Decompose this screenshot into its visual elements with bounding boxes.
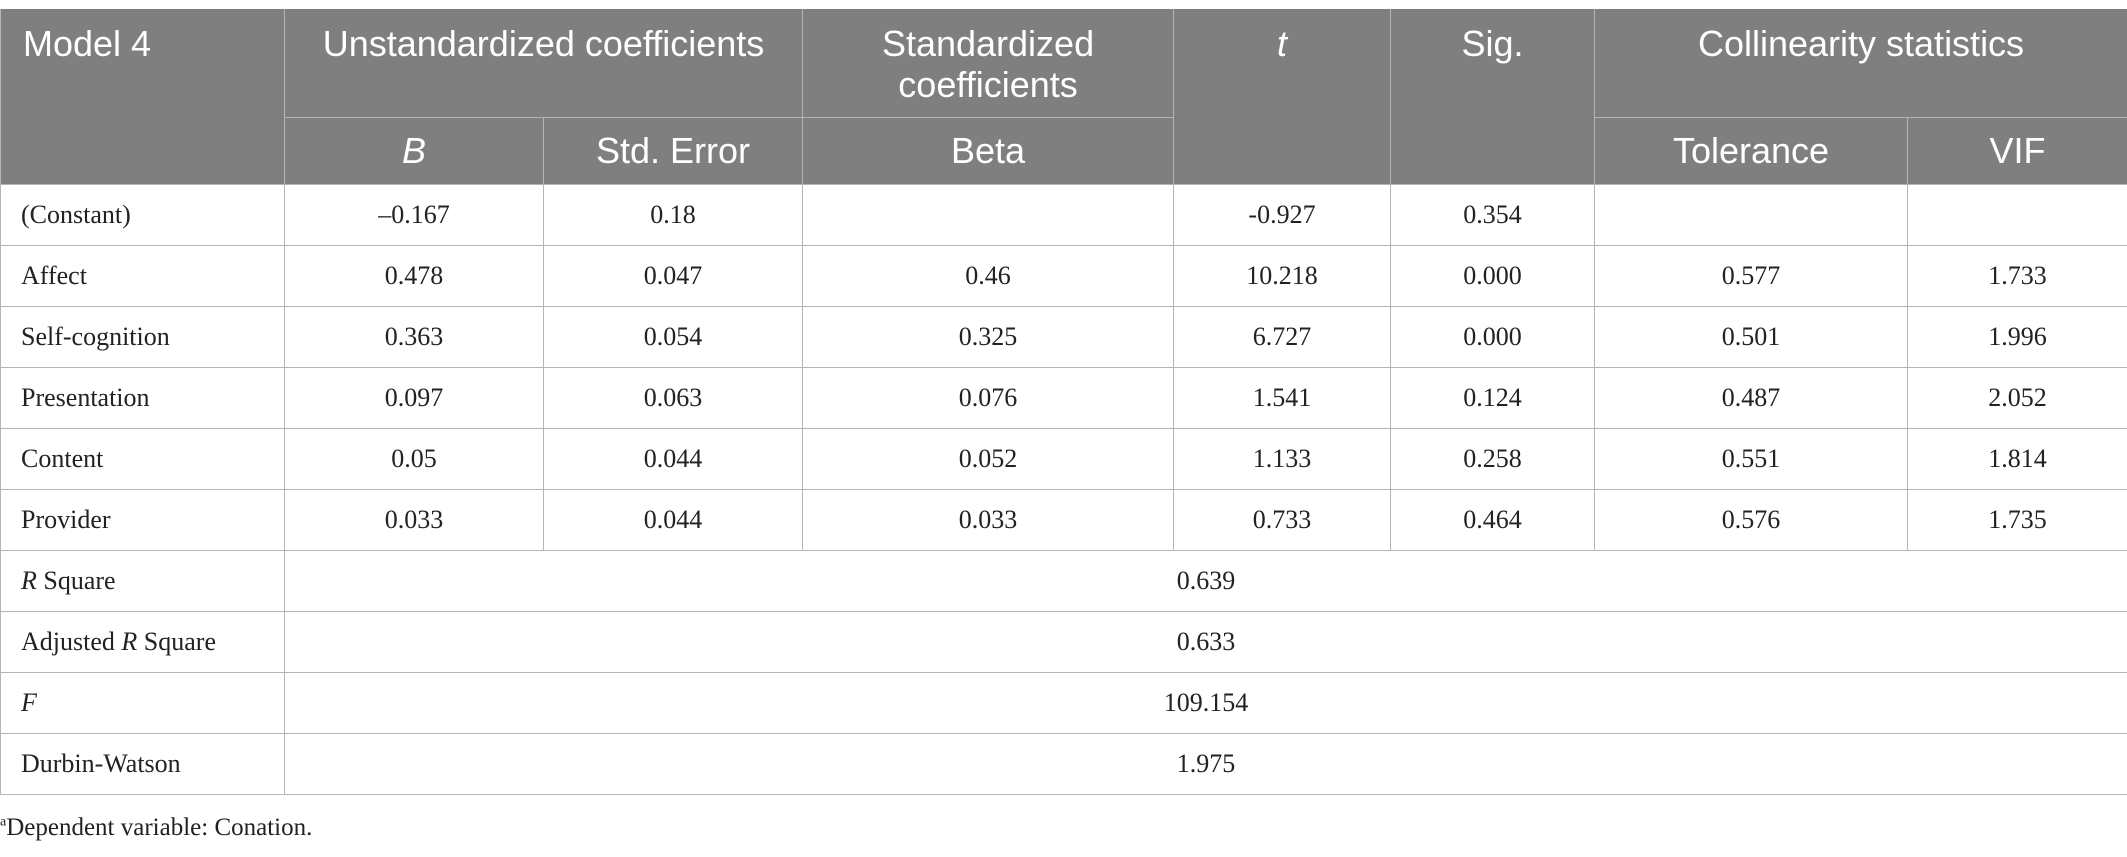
cell-b: –0.167 bbox=[284, 183, 544, 246]
header-b: B bbox=[284, 117, 544, 185]
cell-vif bbox=[1907, 183, 2127, 246]
header-beta: Beta bbox=[802, 117, 1175, 185]
header-collinearity-statistics: Collinearity statistics bbox=[1594, 9, 2127, 118]
summary-row-f: F 109.154 bbox=[0, 671, 2127, 734]
f-italic: F bbox=[21, 687, 37, 717]
row-label: Provider bbox=[0, 488, 285, 551]
table-row: Self-cognition 0.363 0.054 0.325 6.727 0… bbox=[0, 305, 2127, 368]
cell-sig: 0.124 bbox=[1390, 366, 1596, 429]
summary-row-adjusted-r-square: Adjusted R Square 0.633 bbox=[0, 610, 2127, 673]
cell-tolerance: 0.501 bbox=[1594, 305, 1909, 368]
header-row-secondary: B Std. Error Beta Tolerance VIF bbox=[1, 117, 2127, 185]
cell-t: -0.927 bbox=[1173, 183, 1392, 246]
cell-std-error: 0.18 bbox=[542, 183, 804, 246]
header-standardized-coefficients: Standardized coefficients bbox=[802, 9, 1175, 118]
cell-vif: 2.052 bbox=[1907, 366, 2127, 429]
cell-std-error: 0.044 bbox=[542, 427, 804, 490]
regression-table: Model 4 Unstandardized coefficients Stan… bbox=[0, 9, 2127, 795]
footnote-text: Dependent variable: Conation. bbox=[6, 814, 313, 841]
cell-t: 1.541 bbox=[1173, 366, 1392, 429]
row-label: R Square bbox=[0, 549, 285, 612]
cell-std-error: 0.054 bbox=[542, 305, 804, 368]
cell-tolerance: 0.487 bbox=[1594, 366, 1909, 429]
header-sig: Sig. bbox=[1390, 9, 1596, 185]
f-value: 109.154 bbox=[283, 671, 2127, 734]
cell-vif: 1.814 bbox=[1907, 427, 2127, 490]
cell-beta: 0.076 bbox=[802, 366, 1175, 429]
header-row-primary: Model 4 Unstandardized coefficients Stan… bbox=[0, 9, 2127, 185]
row-label: (Constant) bbox=[0, 183, 285, 246]
cell-beta: 0.052 bbox=[802, 427, 1175, 490]
r-italic: R bbox=[121, 626, 138, 656]
durbin-watson-value: 1.975 bbox=[283, 732, 2127, 795]
r-square-value: 0.639 bbox=[283, 549, 2127, 612]
cell-std-error: 0.044 bbox=[542, 488, 804, 551]
r-italic: R bbox=[21, 565, 37, 595]
adjusted-label-rest: Square bbox=[137, 626, 216, 656]
cell-sig: 0.000 bbox=[1390, 305, 1596, 368]
footnote-marker: a bbox=[0, 814, 7, 830]
cell-sig: 0.258 bbox=[1390, 427, 1596, 490]
cell-vif: 1.733 bbox=[1907, 244, 2127, 307]
cell-tolerance bbox=[1594, 183, 1909, 246]
cell-beta: 0.325 bbox=[802, 305, 1175, 368]
header-b-text: B bbox=[401, 130, 426, 171]
regression-table-container: Model 4 Unstandardized coefficients Stan… bbox=[0, 9, 2127, 795]
cell-t: 10.218 bbox=[1173, 244, 1392, 307]
table-row: Provider 0.033 0.044 0.033 0.733 0.464 0… bbox=[0, 488, 2127, 551]
cell-t: 0.733 bbox=[1173, 488, 1392, 551]
cell-tolerance: 0.577 bbox=[1594, 244, 1909, 307]
row-label: F bbox=[0, 671, 285, 734]
table-row: Content 0.05 0.044 0.052 1.133 0.258 0.5… bbox=[0, 427, 2127, 490]
header-t: t bbox=[1173, 9, 1392, 185]
cell-b: 0.478 bbox=[284, 244, 544, 307]
row-label: Adjusted R Square bbox=[0, 610, 285, 673]
header-model: Model 4 bbox=[0, 9, 285, 185]
cell-beta bbox=[802, 183, 1175, 246]
cell-b: 0.033 bbox=[284, 488, 544, 551]
header-tolerance: Tolerance bbox=[1594, 117, 1909, 185]
row-label: Self-cognition bbox=[0, 305, 285, 368]
header-std-error: Std. Error bbox=[542, 117, 804, 185]
cell-sig: 0.000 bbox=[1390, 244, 1596, 307]
adjusted-label-prefix: Adjusted bbox=[21, 626, 122, 656]
cell-std-error: 0.063 bbox=[542, 366, 804, 429]
cell-vif: 1.735 bbox=[1907, 488, 2127, 551]
summary-row-durbin-watson: Durbin-Watson 1.975 bbox=[0, 732, 2127, 795]
table-row: (Constant) –0.167 0.18 -0.927 0.354 bbox=[0, 183, 2127, 246]
cell-beta: 0.46 bbox=[802, 244, 1175, 307]
table-row: Affect 0.478 0.047 0.46 10.218 0.000 0.5… bbox=[0, 244, 2127, 307]
cell-sig: 0.464 bbox=[1390, 488, 1596, 551]
header-unstandardized-coefficients: Unstandardized coefficients bbox=[283, 9, 804, 118]
cell-beta: 0.033 bbox=[802, 488, 1175, 551]
cell-t: 6.727 bbox=[1173, 305, 1392, 368]
cell-b: 0.05 bbox=[284, 427, 544, 490]
summary-row-r-square: R Square 0.639 bbox=[0, 549, 2127, 612]
cell-t: 1.133 bbox=[1173, 427, 1392, 490]
table-footnote: aDependent variable: Conation. bbox=[0, 814, 312, 842]
table-row: Presentation 0.097 0.063 0.076 1.541 0.1… bbox=[0, 366, 2127, 429]
cell-tolerance: 0.551 bbox=[1594, 427, 1909, 490]
row-label: Durbin-Watson bbox=[0, 732, 285, 795]
row-label: Affect bbox=[0, 244, 285, 307]
cell-tolerance: 0.576 bbox=[1594, 488, 1909, 551]
adjusted-r-square-value: 0.633 bbox=[283, 610, 2127, 673]
cell-b: 0.097 bbox=[284, 366, 544, 429]
cell-sig: 0.354 bbox=[1390, 183, 1596, 246]
cell-b: 0.363 bbox=[284, 305, 544, 368]
header-t-text: t bbox=[1277, 23, 1288, 64]
row-label: Content bbox=[0, 427, 285, 490]
header-vif: VIF bbox=[1907, 117, 2127, 185]
cell-vif: 1.996 bbox=[1907, 305, 2127, 368]
cell-std-error: 0.047 bbox=[542, 244, 804, 307]
r-square-label-rest: Square bbox=[36, 565, 116, 595]
row-label: Presentation bbox=[0, 366, 285, 429]
